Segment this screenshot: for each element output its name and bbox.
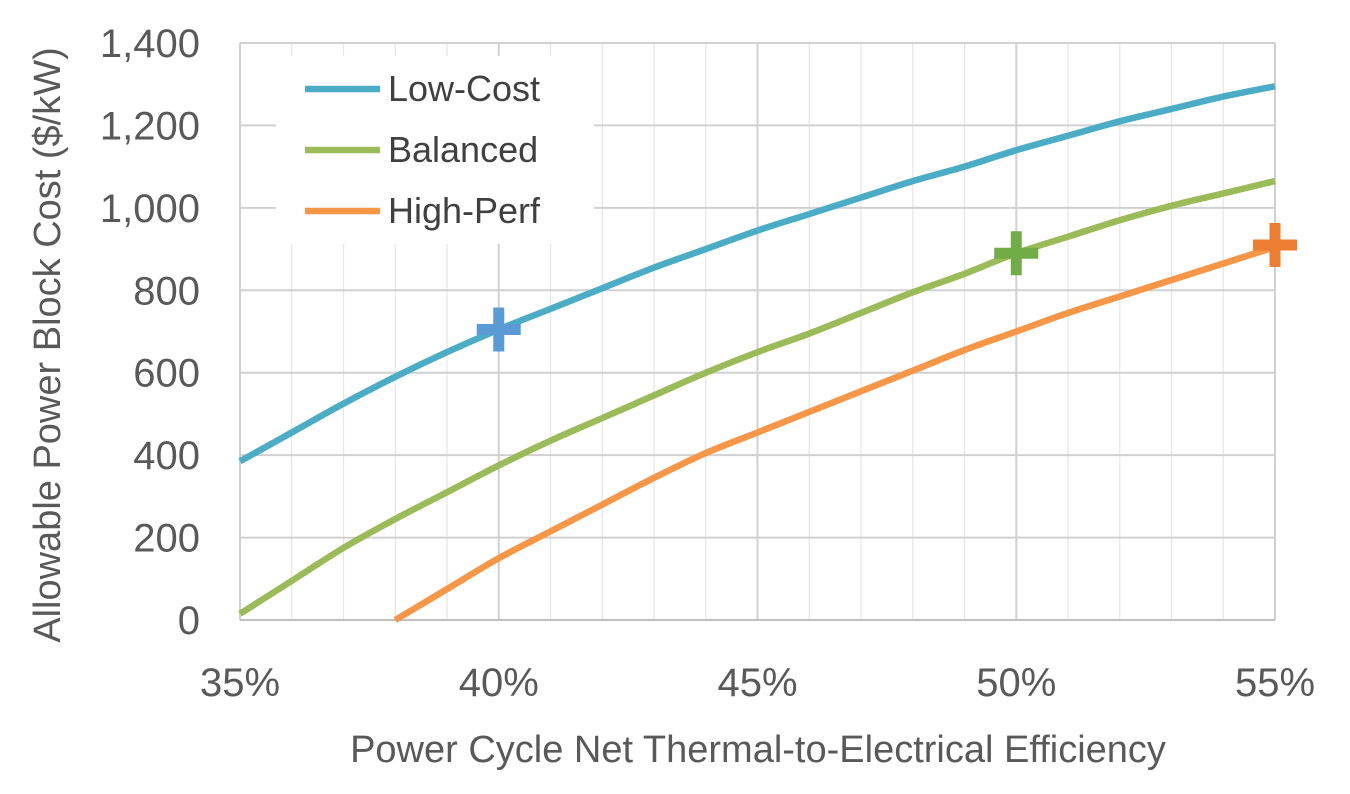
x-tick-label: 50% <box>976 661 1056 705</box>
y-tick-label: 400 <box>133 434 200 478</box>
x-tick-label: 55% <box>1235 661 1315 705</box>
legend: Low-Cost Balanced High-Perf <box>276 56 594 244</box>
y-axis-ticks: 0 200 400 600 800 1,000 1,200 1,400 <box>100 22 200 643</box>
y-tick-label: 200 <box>133 517 200 561</box>
x-axis-title: Power Cycle Net Thermal-to-Electrical Ef… <box>350 729 1166 771</box>
series-markers <box>476 222 1297 352</box>
plus-marker-low-cost <box>476 307 521 352</box>
y-tick-label: 1,000 <box>100 187 200 231</box>
x-tick-label: 35% <box>200 661 280 705</box>
legend-label-high-perf: High-Perf <box>388 190 541 231</box>
series-lines <box>238 83 1276 623</box>
x-tick-label: 45% <box>717 661 797 705</box>
legend-label-balanced: Balanced <box>388 129 538 170</box>
plus-marker-high-perf <box>1253 222 1297 267</box>
y-tick-label: 600 <box>133 352 200 396</box>
legend-label-low-cost: Low-Cost <box>388 68 540 109</box>
x-tick-label: 40% <box>459 661 539 705</box>
plus-marker-balanced <box>994 231 1039 276</box>
series-line-balanced <box>238 177 1276 617</box>
x-axis-ticks: 35% 40% 45% 50% 55% <box>200 661 1315 705</box>
series-line-high-perf <box>393 243 1276 623</box>
y-tick-label: 0 <box>178 599 200 643</box>
series-line-low-cost <box>238 83 1276 465</box>
y-tick-label: 800 <box>133 269 200 313</box>
y-tick-label: 1,200 <box>100 104 200 148</box>
y-axis-title: Allowable Power Block Cost ($/kW) <box>27 47 69 643</box>
y-tick-label: 1,400 <box>100 22 200 66</box>
